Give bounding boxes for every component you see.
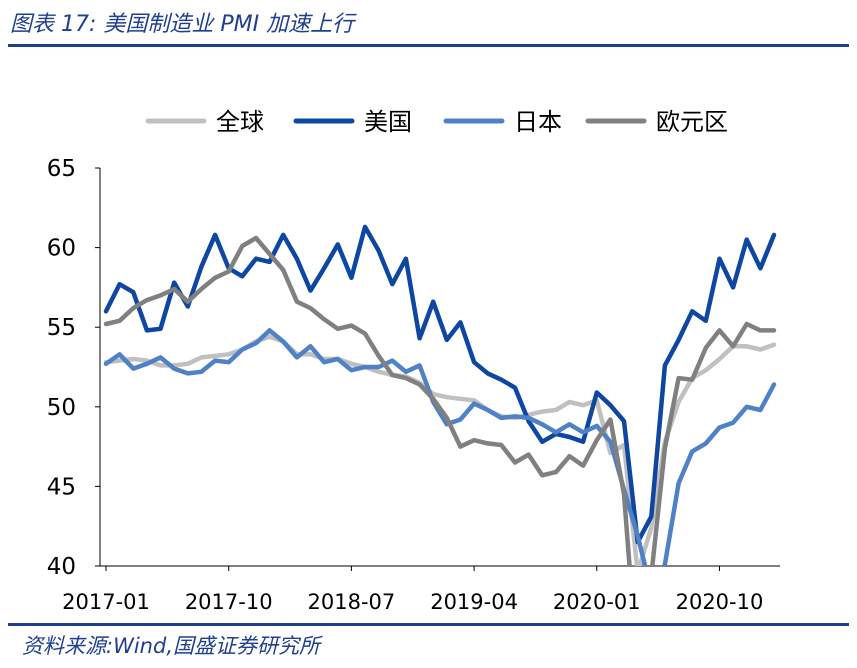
axes: 40 45 50 55 60 65 2017-01 2017-10 2018-07 2019-04… — [47, 156, 780, 614]
y-tick-label: 40 — [47, 554, 76, 580]
x-tick-label: 2019-04 — [430, 590, 518, 614]
chart-title: 图表 17: 美国制造业 PMI 加速上行 — [10, 12, 355, 37]
footer-rule — [8, 623, 849, 626]
y-tick-label: 45 — [47, 474, 76, 500]
series-line-2 — [103, 328, 777, 566]
series-line-1 — [103, 224, 777, 545]
x-tick-label: 2020-10 — [676, 590, 764, 614]
source-note: 资料来源:Wind,国盛证券研究所 — [22, 634, 320, 658]
y-tick-label: 50 — [47, 395, 76, 421]
legend: 全球 美国 日本 欧元区 — [145, 108, 728, 136]
y-tick-label: 65 — [47, 156, 76, 182]
x-tick-label: 2018-07 — [308, 590, 396, 614]
series-lines — [103, 224, 777, 566]
x-tick-label: 2017-01 — [62, 590, 150, 614]
legend-label: 欧元区 — [656, 108, 728, 136]
legend-label: 日本 — [514, 108, 562, 136]
legend-label: 美国 — [364, 108, 412, 136]
x-tick-label: 2017-10 — [185, 590, 273, 614]
series-line-0 — [103, 334, 777, 566]
x-tick-label: 2020-01 — [553, 590, 641, 614]
legend-label: 全球 — [216, 108, 264, 136]
y-tick-label: 60 — [47, 236, 76, 262]
title-rule — [8, 44, 849, 47]
series-line-3 — [103, 235, 777, 566]
y-tick-label: 55 — [47, 315, 76, 341]
